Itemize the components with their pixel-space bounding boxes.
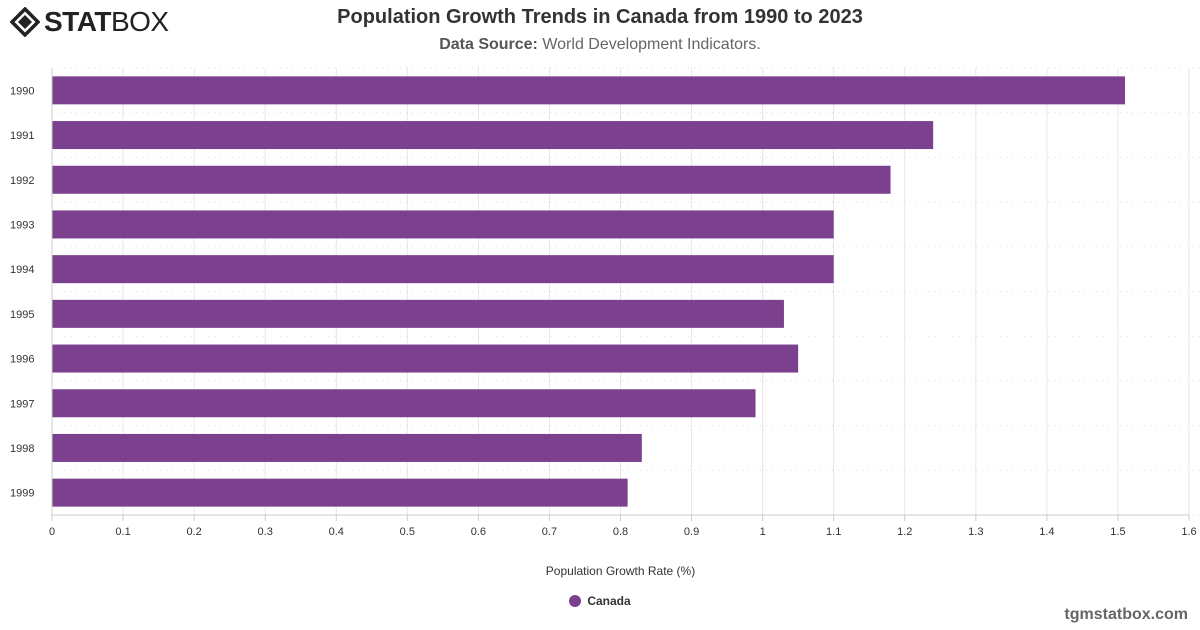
legend-label-canada: Canada [587,594,631,608]
x-tick-label: 1.5 [1110,526,1125,538]
legend-marker-canada [569,595,582,607]
chart-subtitle: Data Source: World Development Indicator… [0,36,1200,54]
y-tick-label: 1993 [10,219,34,231]
legend[interactable]: Canada [0,594,1200,608]
x-tick-label: 0.8 [613,526,628,538]
subtitle-value: World Development Indicators. [542,36,761,53]
x-tick-label: 1.3 [968,526,983,538]
bar-1995 [52,299,784,328]
subtitle-label: Data Source: [439,36,538,53]
bar-1997 [52,389,756,418]
bar-1998 [52,433,642,462]
x-tick-label: 1.6 [1181,526,1196,538]
x-tick-label: 0.7 [542,526,557,538]
chart-title: Population Growth Trends in Canada from … [337,6,863,28]
x-tick-label: 0.9 [684,526,699,538]
bar-1996 [52,344,799,373]
logo-text: STATBOX [44,6,169,37]
x-tick-label: 0.4 [329,526,344,538]
x-tick-label: 0 [49,526,55,538]
y-tick-label: 1995 [10,309,34,321]
bar-1990 [52,76,1126,105]
watermark: tgmstatbox.com [1064,606,1188,623]
x-tick-label: 0.2 [186,526,201,538]
bar-1993 [52,210,834,239]
x-tick-label: 0.6 [471,526,486,538]
y-tick-label: 1991 [10,130,34,142]
y-tick-label: 1994 [10,264,34,276]
y-tick-label: 1998 [10,443,34,455]
y-tick-label: 1997 [10,398,34,410]
x-tick-label: 1 [760,526,766,538]
bar-1992 [52,165,891,194]
x-tick-label: 0.1 [115,526,130,538]
x-tick-label: 1.1 [826,526,841,538]
statbox-logo: STATBOX [10,6,169,38]
x-tick-label: 0.5 [400,526,415,538]
bar-1994 [52,255,834,284]
y-tick-label: 1990 [10,85,34,97]
y-tick-label: 1996 [10,354,34,366]
x-tick-label: 0.3 [258,526,273,538]
bar-1999 [52,478,628,507]
y-tick-label: 1999 [10,488,34,500]
x-tick-label: 1.4 [1039,526,1054,538]
bar-1991 [52,121,934,150]
diamond-logo-icon [10,7,40,37]
x-tick-label: 1.2 [897,526,912,538]
x-axis-title: Population Growth Rate (%) [546,564,695,578]
y-tick-label: 1992 [10,175,34,187]
